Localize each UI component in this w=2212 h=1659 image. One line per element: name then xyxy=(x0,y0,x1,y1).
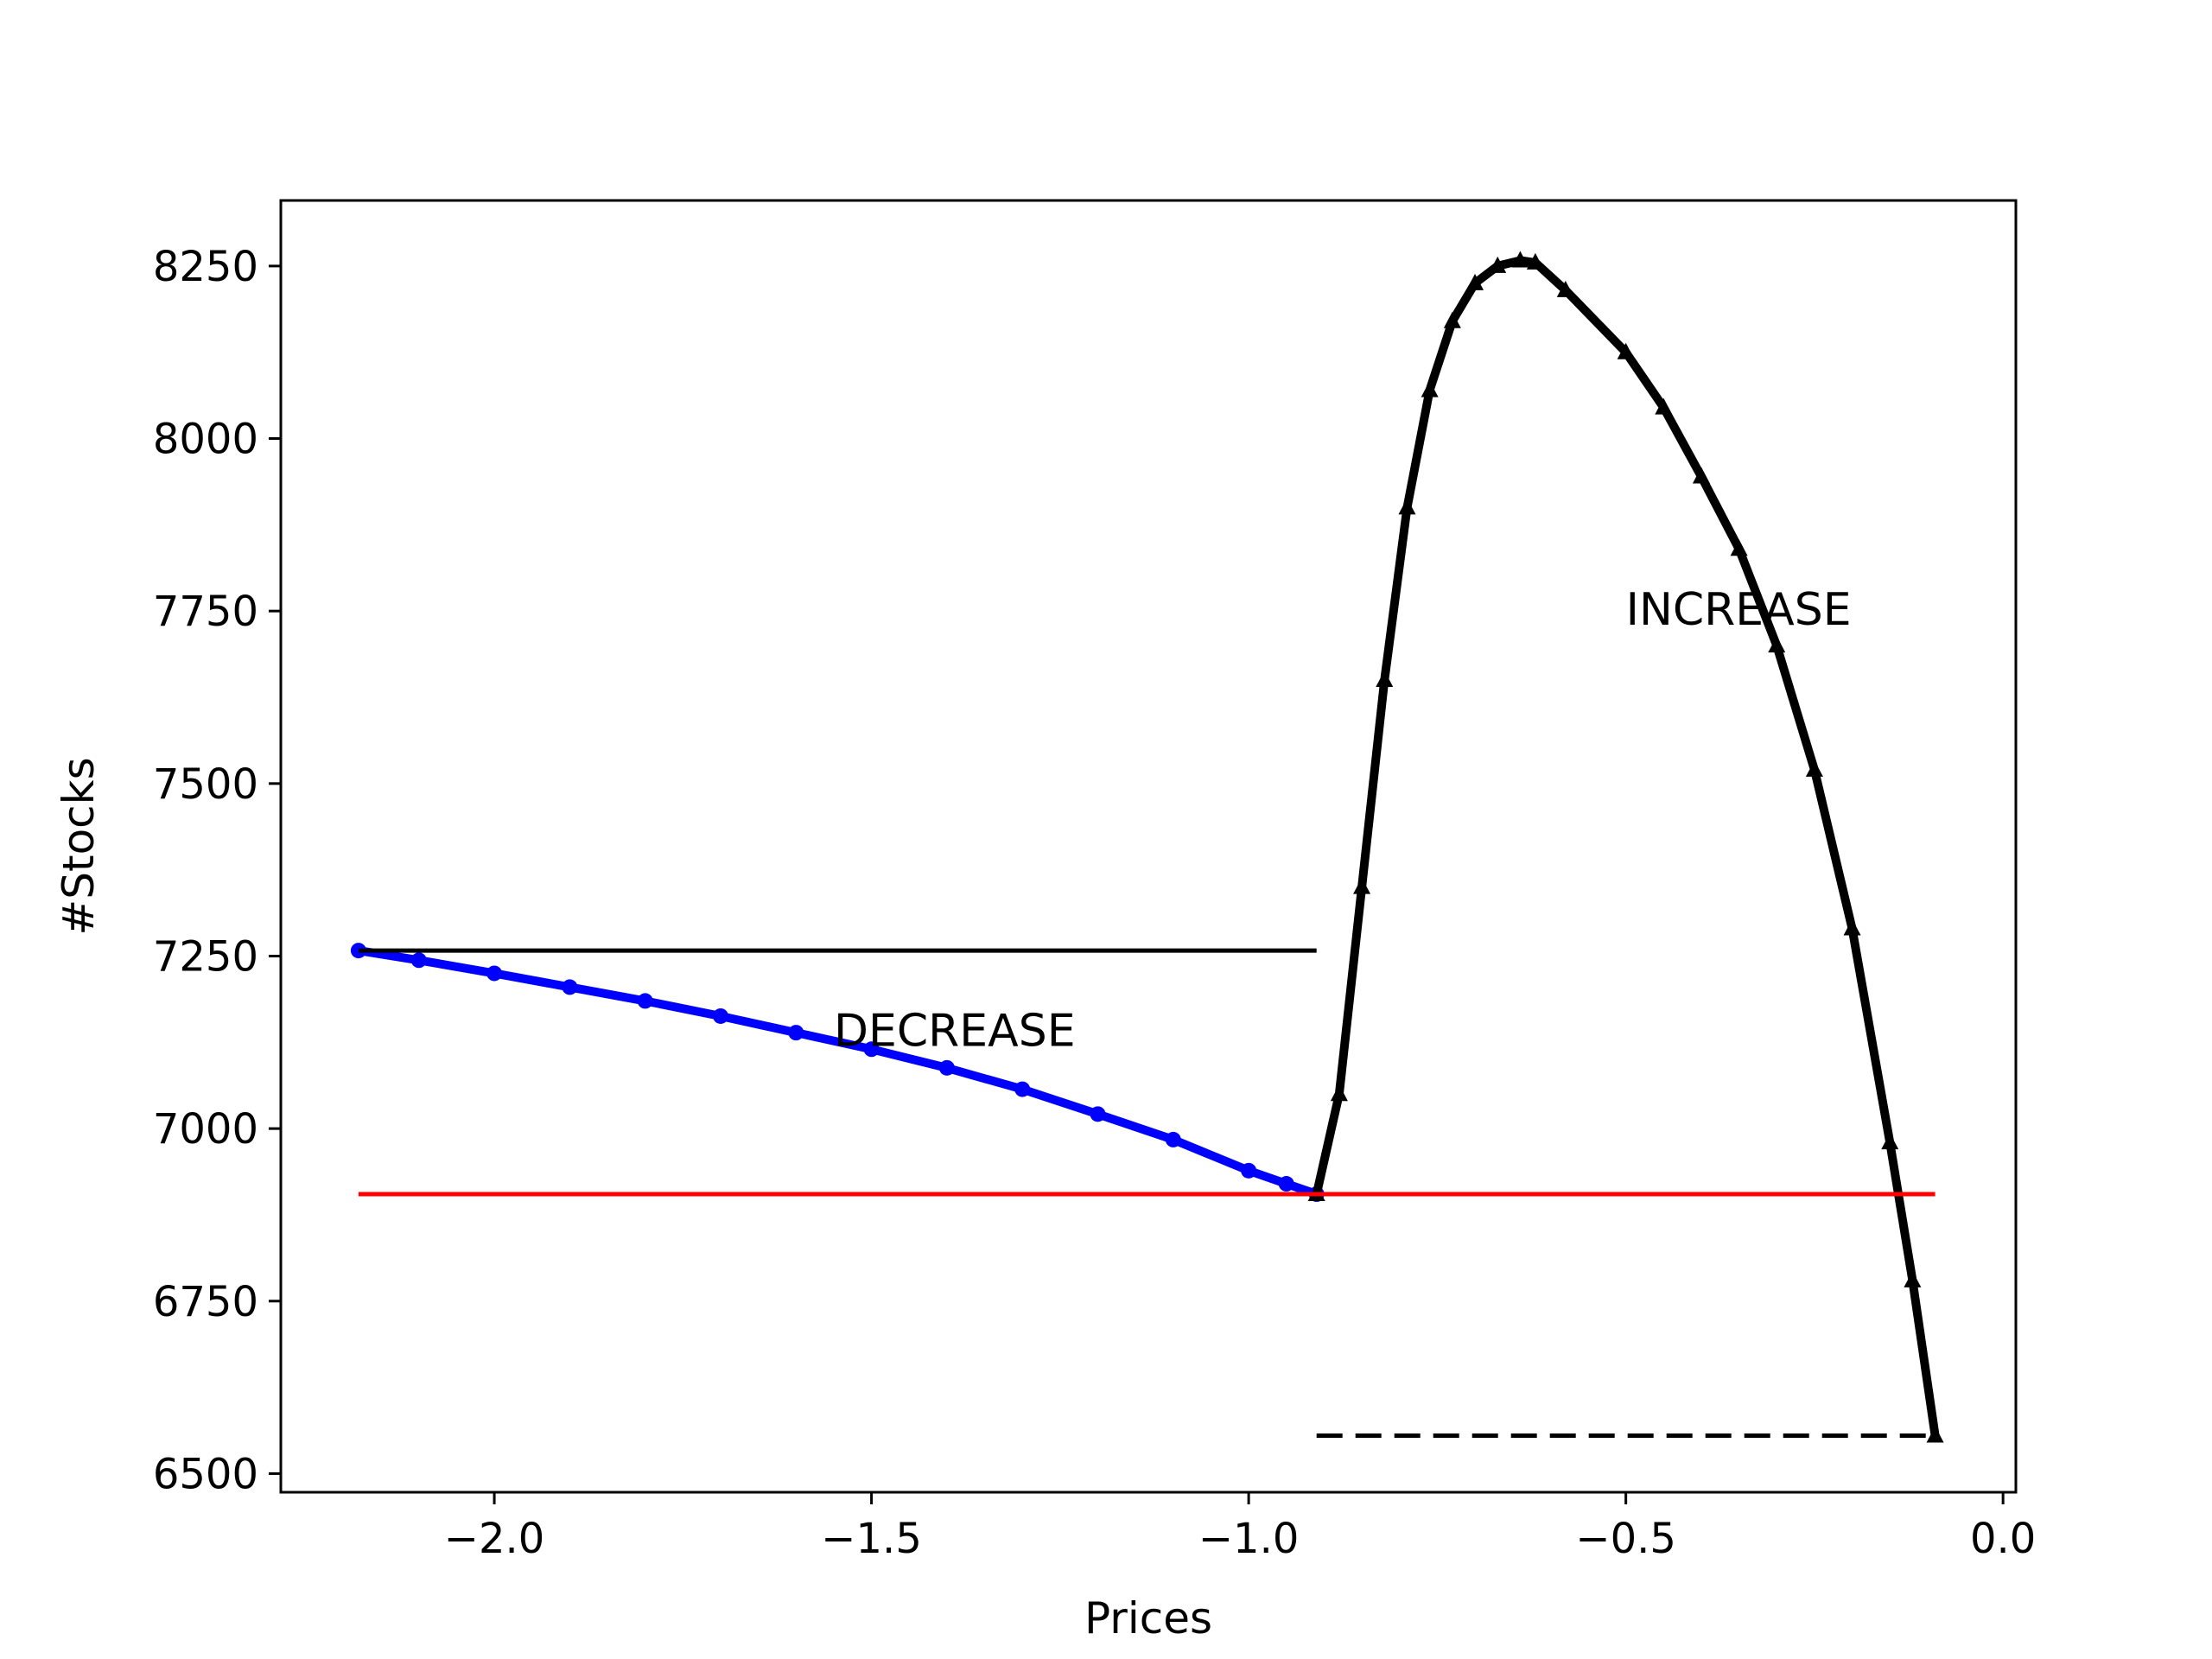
data-point xyxy=(1241,1162,1257,1179)
x-axis: −2.0 −1.5 −1.0 −0.5 0.0 xyxy=(444,1492,2036,1563)
data-point xyxy=(1692,467,1710,484)
y-tick-label: 7000 xyxy=(153,1105,258,1154)
data-point xyxy=(1353,877,1371,894)
y-tick-label: 8000 xyxy=(153,416,258,464)
y-tick-label: 8250 xyxy=(153,243,258,291)
data-point xyxy=(1904,1270,1922,1287)
x-tick-label: 0.0 xyxy=(1970,1515,2036,1563)
annotation-label: DECREASE xyxy=(834,1005,1076,1057)
annotation-label: INCREASE xyxy=(1626,584,1852,636)
data-point xyxy=(1768,636,1786,653)
y-tick-label: 7250 xyxy=(153,932,258,981)
data-point xyxy=(1376,671,1394,688)
data-point xyxy=(1398,498,1416,515)
data-point xyxy=(1443,311,1461,328)
data-point xyxy=(1526,252,1544,270)
data-point xyxy=(788,1025,804,1041)
data-point xyxy=(1466,273,1484,290)
data-point xyxy=(1278,1176,1294,1192)
series-increase-curve xyxy=(1312,256,1940,1440)
x-axis-label: Prices xyxy=(1084,1593,1212,1643)
data-point xyxy=(1090,1106,1106,1122)
y-tick-label: 7750 xyxy=(153,588,258,636)
data-point xyxy=(1926,1426,1944,1443)
data-point xyxy=(562,979,578,995)
data-point xyxy=(410,952,427,969)
data-point xyxy=(1330,1084,1348,1102)
data-point xyxy=(486,965,503,982)
data-point xyxy=(938,1059,955,1076)
data-point xyxy=(1617,342,1635,359)
data-point xyxy=(712,1007,728,1024)
plot-area xyxy=(350,251,1944,1443)
y-axis: 6500 6750 7000 7250 7500 7750 8000 8250 xyxy=(153,243,281,1498)
data-point xyxy=(1421,380,1439,397)
data-point xyxy=(1014,1081,1031,1097)
data-point xyxy=(1489,256,1507,273)
y-tick-label: 6750 xyxy=(153,1278,258,1326)
data-point xyxy=(863,1041,880,1058)
data-point xyxy=(637,993,653,1009)
data-point xyxy=(1511,251,1529,268)
x-tick-label: −1.0 xyxy=(1198,1515,1300,1563)
data-point xyxy=(1730,539,1748,556)
x-tick-label: −0.5 xyxy=(1575,1515,1676,1563)
data-point xyxy=(1556,280,1574,297)
data-point xyxy=(1165,1131,1181,1147)
data-point xyxy=(1843,918,1861,936)
annotations: DECREASE INCREASE xyxy=(834,584,1852,1057)
x-tick-label: −2.0 xyxy=(444,1515,545,1563)
y-tick-label: 7500 xyxy=(153,760,258,809)
data-point xyxy=(1805,760,1823,777)
x-tick-label: −1.5 xyxy=(821,1515,922,1563)
data-point xyxy=(1655,397,1673,415)
axes-frame xyxy=(279,199,2018,1494)
y-axis-label: #Stocks xyxy=(54,757,104,935)
y-tick-label: 6500 xyxy=(153,1450,258,1498)
data-point xyxy=(1881,1133,1899,1150)
